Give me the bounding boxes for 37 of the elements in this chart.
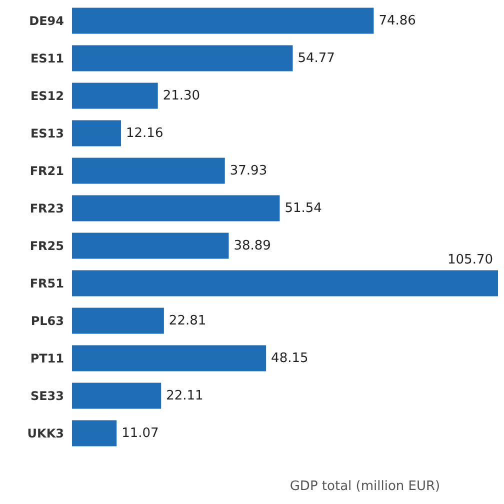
bar <box>72 345 266 372</box>
y-tick-label: ES12 <box>30 88 64 103</box>
y-tick-label: ES11 <box>30 51 64 66</box>
y-tick-label: UKK3 <box>27 426 64 440</box>
data-label: 12.16 <box>126 126 164 141</box>
bar <box>72 8 374 34</box>
bar <box>72 420 117 446</box>
y-tick-label: FR23 <box>30 201 64 216</box>
data-label: 21.30 <box>162 88 200 104</box>
bar <box>72 232 229 259</box>
y-tick-label: SE33 <box>30 388 64 403</box>
data-label: 54.77 <box>298 50 335 66</box>
data-label: 48.15 <box>271 350 308 366</box>
y-tick-label: DE94 <box>29 14 64 28</box>
data-label: 105.70 <box>448 252 493 268</box>
y-tick-label: FR21 <box>30 164 64 178</box>
bar <box>72 158 225 184</box>
y-tick-label: ES13 <box>30 126 64 140</box>
y-tick-label: FR25 <box>30 238 64 253</box>
y-tick-label: PT11 <box>30 351 64 366</box>
bar <box>72 308 164 334</box>
data-label: 22.81 <box>168 313 206 328</box>
bar <box>72 82 158 109</box>
data-label: 22.11 <box>166 388 204 404</box>
bar <box>72 270 498 296</box>
y-tick-label: PL63 <box>30 314 64 328</box>
data-label: 51.54 <box>284 200 322 216</box>
data-label: 37.93 <box>230 163 268 178</box>
y-tick-label: FR51 <box>30 276 64 290</box>
data-label: 11.07 <box>122 426 159 441</box>
x-axis-title: GDP total (million EUR) <box>290 479 440 494</box>
bar <box>72 195 280 222</box>
data-label: 38.89 <box>234 238 271 254</box>
bar <box>72 120 122 146</box>
data-label: 74.86 <box>378 13 416 28</box>
bar <box>72 45 293 72</box>
bar <box>72 382 162 409</box>
